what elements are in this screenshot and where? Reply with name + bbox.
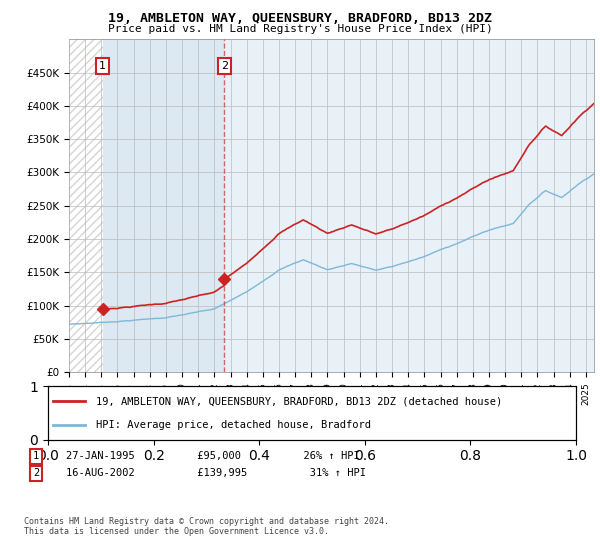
Text: 1: 1 [33, 451, 39, 461]
Text: 19, AMBLETON WAY, QUEENSBURY, BRADFORD, BD13 2DZ: 19, AMBLETON WAY, QUEENSBURY, BRADFORD, … [108, 12, 492, 25]
Bar [69, 39, 103, 372]
Text: 1: 1 [99, 61, 106, 71]
Text: 19, AMBLETON WAY, QUEENSBURY, BRADFORD, BD13 2DZ (detached house): 19, AMBLETON WAY, QUEENSBURY, BRADFORD, … [95, 396, 502, 407]
Bar [103, 39, 224, 372]
Text: Contains HM Land Registry data © Crown copyright and database right 2024.
This d: Contains HM Land Registry data © Crown c… [24, 517, 389, 536]
Text: 2: 2 [33, 468, 39, 478]
Text: 27-JAN-1995          £95,000          26% ↑ HPI: 27-JAN-1995 £95,000 26% ↑ HPI [66, 451, 360, 461]
Bar [69, 39, 103, 372]
Text: 2: 2 [221, 61, 228, 71]
Text: HPI: Average price, detached house, Bradford: HPI: Average price, detached house, Brad… [95, 419, 371, 430]
Text: Price paid vs. HM Land Registry's House Price Index (HPI): Price paid vs. HM Land Registry's House … [107, 24, 493, 34]
Text: 16-AUG-2002          £139,995          31% ↑ HPI: 16-AUG-2002 £139,995 31% ↑ HPI [66, 468, 366, 478]
